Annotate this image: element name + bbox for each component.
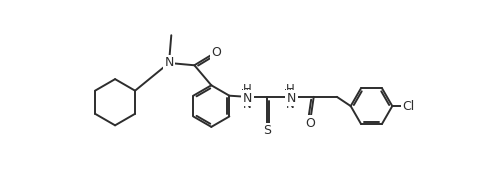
Text: O: O bbox=[305, 117, 315, 129]
Text: H
N: H N bbox=[243, 83, 251, 111]
Text: N: N bbox=[243, 92, 252, 105]
Text: N: N bbox=[164, 57, 174, 70]
Text: H: H bbox=[284, 89, 292, 99]
Text: S: S bbox=[263, 124, 271, 137]
Text: N: N bbox=[287, 92, 296, 105]
Text: H
N: H N bbox=[286, 83, 295, 111]
Text: H: H bbox=[241, 89, 249, 99]
Text: O: O bbox=[211, 46, 221, 59]
Text: Cl: Cl bbox=[402, 100, 414, 112]
